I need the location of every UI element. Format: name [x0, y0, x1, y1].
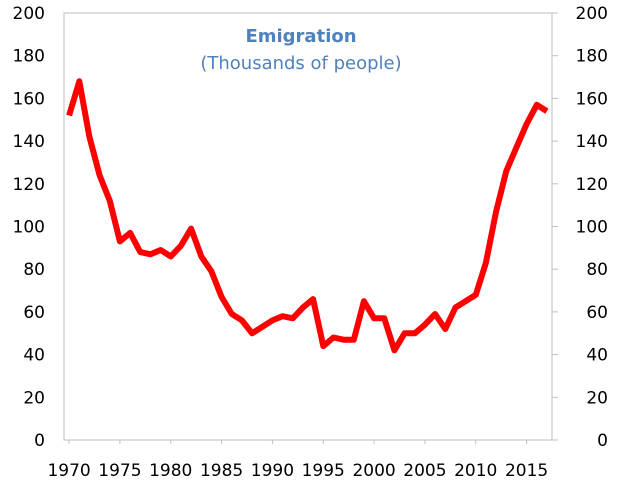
y-tick-label-left: 120: [13, 175, 45, 195]
y-tick-label-left: 160: [13, 89, 45, 109]
x-tick-label: 2005: [403, 461, 446, 481]
y-tick-label-left: 60: [23, 303, 45, 323]
x-tick-label: 1990: [251, 461, 294, 481]
x-tick-label: 1975: [98, 461, 141, 481]
y-tick-label-right: 40: [586, 346, 608, 366]
chart-subtitle: (Thousands of people): [200, 53, 401, 74]
x-tick-label: 2010: [454, 461, 497, 481]
y-tick-label-right: 120: [576, 175, 608, 195]
plot-area-frame: [63, 12, 553, 441]
y-tick-label-right: 100: [576, 218, 608, 238]
series-layer: [66, 78, 549, 354]
y-tick-label-right: 160: [576, 89, 608, 109]
y-tick-label-right: 80: [586, 260, 608, 280]
y-tick-label-right: 20: [586, 388, 608, 408]
x-axis: 1970 1975 1980 1985 1990 1995 2000 2005 2010 2015: [47, 440, 548, 481]
y-tick-label-left: 180: [13, 47, 45, 67]
x-tick-label: 1995: [302, 461, 345, 481]
x-tick-label: 1985: [200, 461, 243, 481]
y-tick-label-right: 60: [586, 303, 608, 323]
x-tick-label: 1970: [47, 461, 90, 481]
y-tick-label-left: 100: [13, 218, 45, 238]
y-tick-label-right: 0: [597, 431, 608, 451]
emigration-series-line: [66, 78, 549, 354]
x-tick-label: 1980: [149, 461, 192, 481]
chart-title: Emigration: [245, 26, 356, 47]
x-tick-label: 2015: [505, 461, 548, 481]
y-tick-label-right: 140: [576, 132, 608, 152]
left-y-axis: 0 20 40 60 80 100 120 140 160 180 200: [13, 4, 45, 451]
right-y-axis: 0 20 40 60 80 100 120 140 160 180 200: [552, 4, 608, 451]
y-tick-label-left: 0: [34, 431, 45, 451]
x-tick-label: 2000: [352, 461, 395, 481]
y-tick-label-right: 180: [576, 47, 608, 67]
y-tick-label-left: 40: [23, 346, 45, 366]
y-tick-label-left: 200: [13, 4, 45, 24]
y-tick-label-left: 140: [13, 132, 45, 152]
y-tick-label-left: 80: [23, 260, 45, 280]
y-tick-label-right: 200: [576, 4, 608, 24]
y-tick-label-left: 20: [23, 388, 45, 408]
